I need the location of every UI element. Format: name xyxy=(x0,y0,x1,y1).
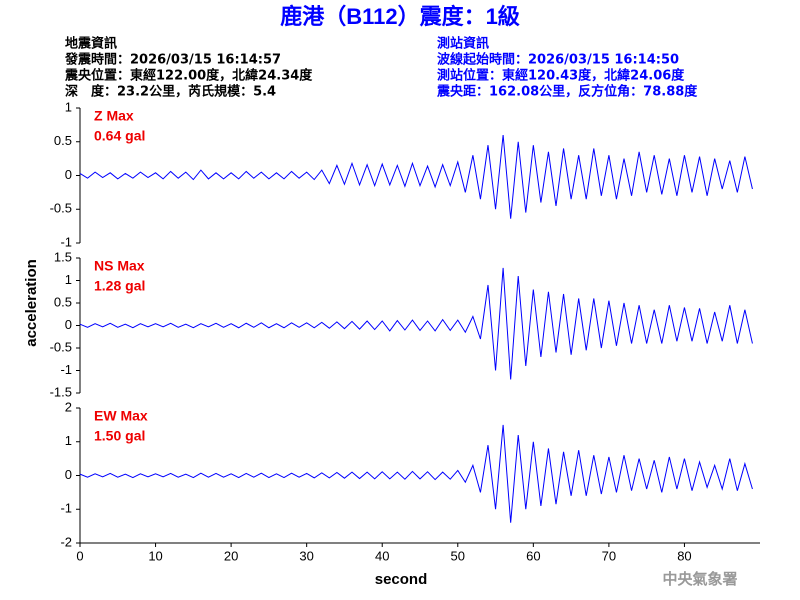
title: 鹿港（B112）震度：1級 xyxy=(280,4,520,29)
info-line: 震央位置：東經122.00度，北緯24.34度 xyxy=(64,68,313,84)
credit: 中央氣象署 xyxy=(662,570,737,588)
y-tick-label: 0.5 xyxy=(54,294,72,309)
y-tick-label: -1 xyxy=(60,362,72,377)
max-annotation: 0.64 gal xyxy=(94,128,145,144)
y-tick-label: -0.5 xyxy=(50,201,72,216)
max-annotation: 1.50 gal xyxy=(94,428,145,444)
info-line: 深 度：23.2公里，芮氏規模：5.4 xyxy=(65,84,276,100)
y-tick-label: 2 xyxy=(65,399,72,414)
y-tick-label: -1 xyxy=(60,234,72,249)
y-axis-label: acceleration xyxy=(23,259,40,347)
y-tick-label: -0.5 xyxy=(50,339,72,354)
y-tick-label: 0 xyxy=(65,467,72,482)
max-annotation: 1.28 gal xyxy=(94,278,145,294)
y-tick-label: -1.5 xyxy=(50,384,72,399)
info-line: 發震時間：2026/03/15 16:14:57 xyxy=(64,52,281,68)
station-line: 波線起始時間：2026/03/15 16:14:50 xyxy=(437,52,679,68)
x-tick-label: 60 xyxy=(526,548,540,563)
y-tick-label: 1 xyxy=(65,433,72,448)
x-tick-label: 30 xyxy=(299,548,313,563)
waveform xyxy=(79,267,753,380)
y-tick-label: 1.5 xyxy=(54,249,72,264)
x-tick-label: 40 xyxy=(375,548,389,563)
x-tick-label: 80 xyxy=(677,548,691,563)
x-tick-label: 0 xyxy=(76,548,83,563)
y-tick-label: 1 xyxy=(65,272,72,287)
max-annotation: EW Max xyxy=(94,408,148,424)
x-tick-label: 70 xyxy=(602,548,616,563)
x-tick-label: 10 xyxy=(148,548,162,563)
y-tick-label: -2 xyxy=(60,534,72,549)
station-line: 震央距：162.08公里，反方位角：78.88度 xyxy=(436,84,698,100)
waveform xyxy=(79,134,753,219)
station-line: 測站資訊 xyxy=(437,36,489,52)
y-tick-label: 0 xyxy=(65,167,72,182)
max-annotation: NS Max xyxy=(94,258,145,274)
x-axis-label: second xyxy=(375,571,428,588)
y-tick-label: 0 xyxy=(65,317,72,332)
x-tick-label: 20 xyxy=(224,548,238,563)
y-tick-label: -1 xyxy=(60,501,72,516)
waveform xyxy=(79,424,753,523)
station-line: 測站位置：東經120.43度，北緯24.06度 xyxy=(437,68,685,84)
x-tick-label: 50 xyxy=(451,548,465,563)
y-tick-label: 1 xyxy=(65,99,72,114)
y-tick-label: 0.5 xyxy=(54,133,72,148)
max-annotation: Z Max xyxy=(94,108,134,124)
info-line: 地震資訊 xyxy=(65,36,117,52)
